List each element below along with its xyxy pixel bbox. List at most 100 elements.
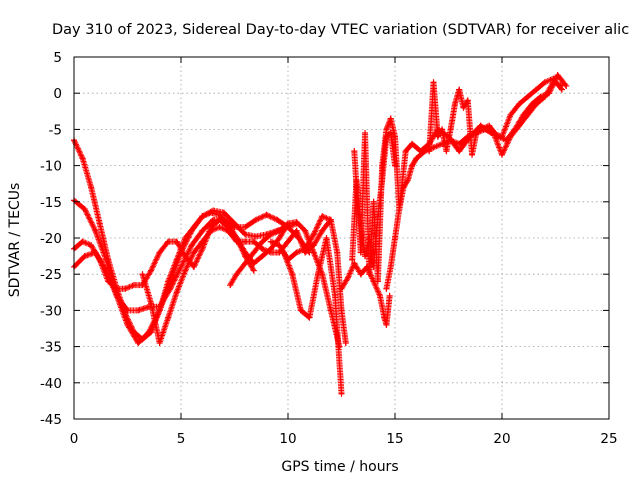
data-point	[516, 101, 523, 108]
data-point	[344, 274, 351, 281]
data-point	[250, 267, 257, 274]
data-point	[404, 177, 411, 184]
data-point	[443, 148, 450, 155]
data-point	[342, 339, 349, 346]
data-point	[165, 238, 172, 245]
data-point	[207, 227, 214, 234]
data-point	[199, 227, 206, 234]
data-point	[430, 79, 437, 86]
data-point	[377, 292, 384, 299]
data-point	[285, 238, 291, 245]
data-point	[353, 177, 360, 184]
data-point	[250, 249, 257, 256]
grid	[74, 57, 609, 419]
data-point	[267, 231, 274, 238]
data-point	[88, 242, 95, 249]
data-point	[306, 314, 313, 321]
data-point	[554, 72, 561, 79]
data-point	[409, 162, 416, 169]
y-axis-label: SDTVAR / TECUs	[7, 183, 23, 298]
series-track-12	[426, 72, 570, 158]
data-point	[456, 148, 463, 155]
data-point	[293, 227, 300, 234]
data-point	[96, 220, 103, 227]
data-point	[156, 339, 163, 346]
data-point	[280, 249, 287, 256]
data-point	[503, 137, 510, 144]
data-point	[225, 227, 232, 234]
y-tick-label: -20	[40, 231, 62, 247]
data-point	[327, 216, 334, 223]
data-point	[439, 126, 446, 133]
data-point	[392, 235, 398, 241]
data-point	[451, 101, 458, 108]
data-point	[216, 216, 223, 223]
series-track-13	[349, 130, 398, 270]
ticks: 0 5 10 15 20 25 -45 -40 -35 -30 -25 -20 -15 -10 -5 0 5	[40, 50, 618, 447]
series-track-6	[227, 219, 343, 350]
data-point	[139, 271, 146, 278]
data-point	[96, 256, 103, 263]
data-point	[233, 238, 240, 245]
data-point	[182, 267, 189, 274]
data-point	[460, 104, 467, 111]
data-point	[310, 249, 317, 256]
data-point	[464, 97, 471, 104]
data-point	[124, 307, 131, 314]
data-point	[79, 155, 86, 162]
data-point	[190, 263, 197, 270]
data-point	[528, 101, 535, 108]
data-point	[334, 249, 341, 256]
x-tick-label: 20	[493, 431, 510, 447]
data-point	[267, 249, 274, 256]
data-point	[81, 253, 88, 260]
data-point	[293, 219, 300, 226]
data-point	[338, 307, 345, 314]
data-point	[220, 209, 227, 216]
data-point	[113, 285, 120, 292]
y-tick-label: -5	[49, 122, 62, 138]
data-point	[319, 227, 326, 234]
data-point	[135, 307, 142, 314]
series-markers	[227, 219, 343, 350]
data-point	[199, 238, 206, 245]
data-point	[216, 224, 223, 231]
data-point	[323, 235, 330, 241]
data-point	[242, 224, 249, 231]
data-point	[259, 245, 266, 252]
data-point	[383, 133, 390, 140]
data-point	[381, 314, 388, 321]
data-point	[374, 213, 381, 220]
data-point	[327, 307, 334, 314]
data-point	[293, 249, 300, 256]
data-point	[357, 220, 364, 227]
data-point	[182, 253, 189, 260]
series-track-11	[383, 79, 565, 292]
data-point	[242, 260, 249, 267]
data-point	[210, 216, 217, 223]
x-tick-label: 25	[600, 431, 617, 447]
data-point	[362, 130, 369, 137]
data-point	[366, 235, 373, 241]
data-point	[456, 140, 463, 147]
data-point	[263, 211, 270, 218]
data-point	[145, 329, 152, 336]
data-point	[332, 292, 339, 299]
series-track-7	[267, 213, 349, 346]
data-point	[252, 233, 259, 240]
data-point	[242, 249, 249, 256]
data-point	[392, 162, 398, 169]
data-point	[314, 271, 321, 278]
data-point	[383, 285, 390, 292]
series-track-9	[338, 260, 393, 328]
data-point	[434, 133, 441, 140]
data-point	[105, 278, 112, 285]
data-point	[173, 289, 180, 296]
data-point	[276, 235, 283, 241]
data-point	[409, 140, 416, 147]
data-point	[285, 220, 291, 227]
data-point	[188, 227, 195, 234]
x-tick-label: 0	[70, 431, 79, 447]
data-point	[400, 184, 407, 191]
